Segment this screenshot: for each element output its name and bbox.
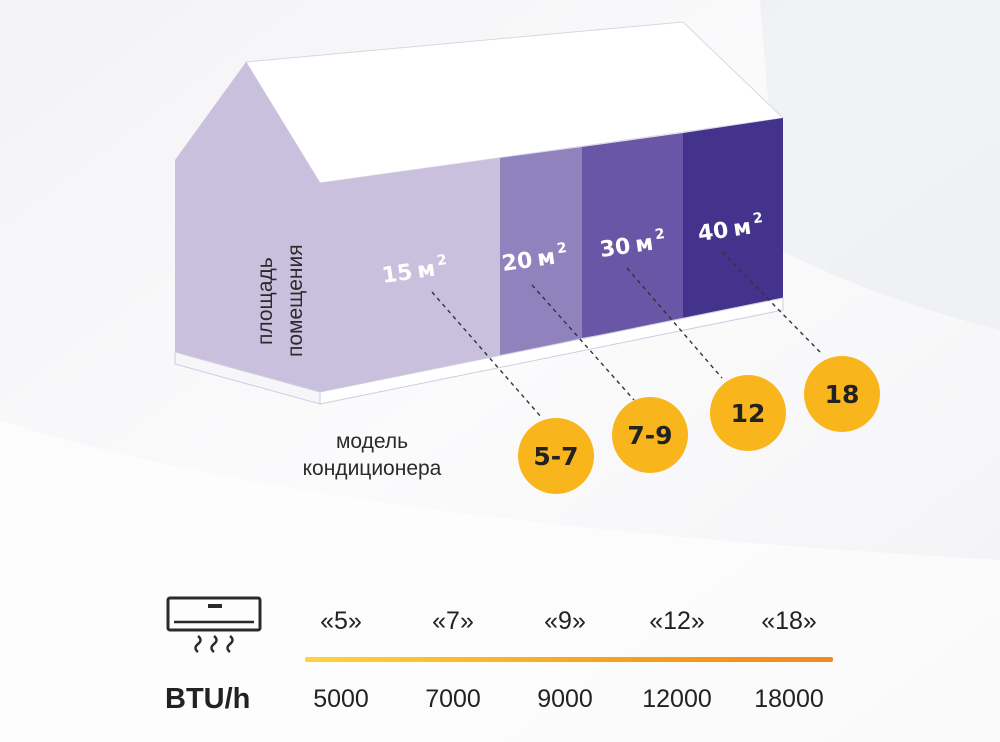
btu-value-18000: 18000 bbox=[754, 685, 824, 713]
area-label-15: 15м2 bbox=[380, 252, 450, 289]
scale-model-7: «7» bbox=[432, 607, 474, 635]
area-zone-4 bbox=[683, 118, 783, 320]
svg-text:18: 18 bbox=[825, 380, 860, 409]
btu-unit-label: BTU/h bbox=[165, 683, 251, 715]
model-badge-2: 7-9 bbox=[612, 397, 688, 473]
model-badge-1: 5-7 bbox=[518, 418, 594, 494]
leader-line-2 bbox=[531, 284, 635, 401]
scale-gradient-bar bbox=[305, 657, 833, 662]
model-caption: модель кондиционера bbox=[272, 428, 472, 482]
scale-model-9: «9» bbox=[544, 607, 586, 635]
scale-model-18: «18» bbox=[761, 607, 817, 635]
house-base-side bbox=[174, 351, 321, 405]
area-label-20: 20м2 bbox=[500, 240, 570, 277]
model-caption-line1: модель bbox=[335, 430, 409, 453]
btu-value-9000: 9000 bbox=[537, 685, 593, 713]
air-conditioner-icon bbox=[166, 596, 262, 653]
svg-text:5-7: 5-7 bbox=[533, 442, 578, 471]
model-badge-3: 12 bbox=[710, 375, 786, 451]
leader-line-1 bbox=[431, 291, 543, 419]
room-area-label-line2: помещения bbox=[284, 244, 307, 357]
scale-model-5: «5» bbox=[320, 607, 362, 635]
house-gable bbox=[175, 62, 320, 392]
svg-text:12: 12 bbox=[731, 399, 766, 428]
scale-model-12: «12» bbox=[649, 607, 705, 635]
btu-value-7000: 7000 bbox=[425, 685, 481, 713]
model-badge-4: 18 bbox=[804, 356, 880, 432]
svg-text:7-9: 7-9 bbox=[627, 421, 672, 450]
area-zone-3 bbox=[582, 133, 683, 338]
area-zone-1 bbox=[320, 158, 500, 392]
btu-value-12000: 12000 bbox=[642, 685, 712, 713]
area-label-40: 40м2 bbox=[696, 210, 766, 247]
area-zone-2 bbox=[500, 147, 582, 357]
room-area-label-line1: площадь bbox=[254, 257, 277, 345]
leader-line-3 bbox=[626, 267, 723, 379]
area-label-30: 30м2 bbox=[598, 226, 668, 263]
model-caption-line2: кондиционера bbox=[302, 457, 442, 480]
btu-value-5000: 5000 bbox=[313, 685, 369, 713]
